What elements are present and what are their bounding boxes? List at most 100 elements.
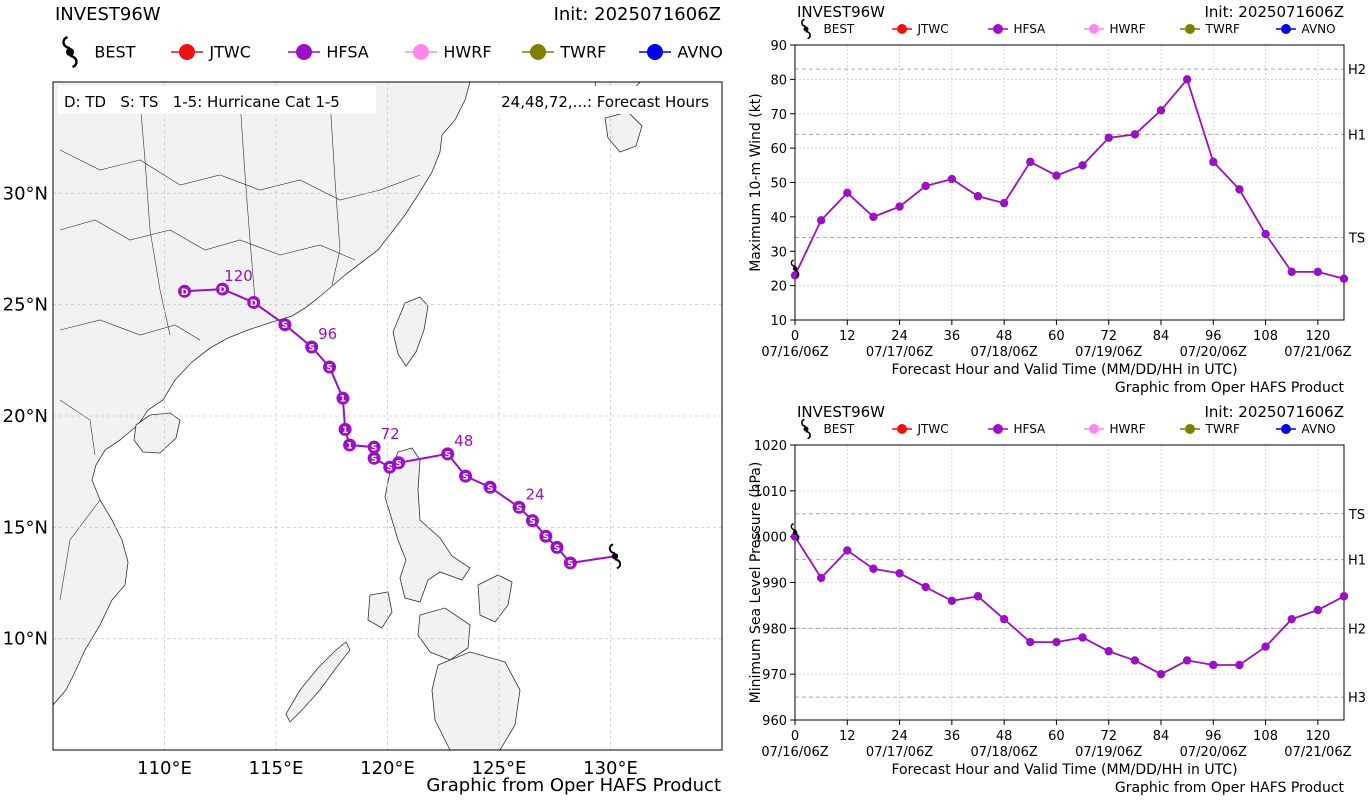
pressure-chart-legend-label-1: JTWC	[917, 422, 949, 436]
wind-chart-legend-swatch-marker-4	[1185, 24, 1195, 34]
wind-chart-legend-label-4: TWRF	[1205, 22, 1241, 36]
track-point-label-13: 1	[342, 426, 348, 436]
border-line-5	[239, 99, 256, 301]
pressure-chart-xtick-label-0: 0	[791, 729, 799, 744]
forecast-hour-label-19: 120	[224, 267, 253, 285]
map-legend-best-icon-eye	[66, 48, 74, 56]
wind-chart-hfsa-point-21	[1339, 274, 1349, 283]
wind-chart-xtick-label-10: 120	[1305, 329, 1330, 344]
pressure-chart-xtick-label-4: 48	[996, 729, 1013, 744]
pressure-chart-legend-label-2: HFSA	[1014, 422, 1047, 436]
pressure-chart-ytick-label-2: 980	[762, 622, 787, 637]
wind-chart-ytick-label-1: 20	[770, 280, 787, 295]
wind-chart-best-marker-arm-top	[790, 259, 796, 268]
wind-chart-xtick-label-5: 60	[1048, 329, 1065, 344]
pressure-chart-hfsa-point-9	[1026, 637, 1035, 647]
pressure-chart-hfsa-point-14	[1156, 669, 1166, 679]
land-taiwan	[392, 296, 429, 367]
pressure-chart-threshold-label-1: H1	[1348, 554, 1366, 569]
wind-chart-hfsa-point-13	[1130, 130, 1140, 139]
pressure-chart-xtick-label-5: 60	[1048, 729, 1065, 744]
hfsa-track-line	[184, 288, 616, 565]
wind-chart-hfsa-point-16	[1209, 157, 1218, 167]
pressure-chart-legend: BEST JTWC HFSA HWRF TWRF AVNO	[801, 418, 1336, 440]
province-borders	[59, 99, 421, 601]
wind-chart-hfsa-point-17	[1235, 185, 1244, 194]
pressure-chart-threshold-label-3: H3	[1348, 691, 1366, 706]
wind-chart-threshold-label-1: H1	[1348, 128, 1366, 143]
track-point-label-4: S	[516, 504, 522, 514]
track-point-label-20: D	[181, 288, 188, 298]
track-point-label-6: S	[462, 473, 468, 483]
wind-chart-hfsa-point-10	[1052, 171, 1061, 180]
wind-chart-ytick-label-3: 40	[770, 211, 787, 226]
wind-chart-ytick-label-0: 10	[770, 314, 787, 329]
pressure-chart-legend-swatch-marker-1	[897, 424, 907, 434]
wind-chart-legend-label-1: JTWC	[917, 22, 949, 36]
pressure-chart-xtick-label-6: 72	[1100, 729, 1117, 744]
track-point-1	[550, 540, 564, 554]
wind-chart-panel: INVEST96W Init: 2025071606Z BEST JTWC HFSA HW…	[748, 3, 1366, 396]
map-legend-swatch-marker-5	[647, 44, 663, 60]
land-samar	[477, 574, 513, 623]
wind-chart-best-marker-arm-bottom	[794, 269, 800, 278]
wind-chart-threshold-label-0: TS	[1348, 232, 1365, 247]
border-line-7	[59, 399, 96, 456]
wind-chart-ytick-label-4: 50	[770, 177, 787, 192]
track-point-label-3: S	[529, 517, 535, 527]
wind-chart-hfsa-point-9	[1026, 157, 1035, 167]
wind-chart-ytick-label-2: 30	[770, 245, 787, 260]
wind-chart-date-label-5: 07/21/06Z	[1284, 345, 1351, 360]
track-point-10	[367, 451, 381, 465]
pressure-chart-frame	[794, 444, 1345, 721]
pressure-chart-hfsa-point-10	[1052, 637, 1061, 647]
wind-chart-hfsa-point-2	[843, 188, 852, 198]
track-point-label-2: S	[543, 533, 549, 543]
wind-chart-xtick-label-1: 12	[839, 329, 856, 344]
map-legend-swatch-marker-3	[413, 44, 429, 60]
best-track-storm-icon	[608, 543, 622, 570]
track-point-20	[178, 284, 192, 298]
best-track-storm-icon-arm-top	[608, 543, 616, 555]
wind-chart-credit: Graphic from Oper HAFS Product	[1115, 380, 1345, 396]
pressure-chart-threshold-label-0: TS	[1348, 508, 1365, 523]
pressure-chart-best-marker	[790, 523, 800, 542]
pressure-chart-xtick-label-10: 120	[1305, 729, 1330, 744]
track-point-label-1: S	[554, 544, 560, 554]
pressure-chart-best-marker-arm-top	[790, 523, 796, 531]
track-point-9	[383, 460, 397, 474]
pressure-chart-init-time: Init: 2025071606Z	[1204, 403, 1344, 421]
pressure-chart-xtick-label-3: 36	[944, 729, 961, 744]
wind-chart-xtick-label-9: 108	[1253, 329, 1278, 344]
pressure-chart-credit: Graphic from Oper HAFS Product	[1115, 780, 1345, 796]
wind-chart-hfsa-point-8	[999, 198, 1009, 208]
wind-chart-legend-swatch-marker-3	[1089, 24, 1099, 34]
forecast-hour-label-4: 24	[526, 485, 545, 503]
wind-chart-hfsa-point-1	[816, 216, 826, 225]
map-legend-label-4: TWRF	[559, 43, 606, 62]
wind-chart-legend-best-icon	[801, 18, 811, 40]
map-title: INVEST96W	[55, 4, 161, 25]
pressure-chart-legend-swatch-marker-2	[993, 424, 1003, 434]
pressure-chart-legend-label-5: AVNO	[1302, 422, 1336, 436]
pressure-chart-legend-best-icon	[801, 418, 811, 440]
pressure-chart-xtick-label-7: 84	[1153, 729, 1170, 744]
lon-tick-label-4: 130°E	[583, 758, 638, 779]
wind-chart-ytick-label-6: 70	[770, 108, 787, 123]
border-line-2	[59, 219, 356, 261]
wind-chart-hfsa-point-4	[895, 202, 904, 211]
lat-tick-label-2: 20°N	[3, 406, 48, 427]
pressure-chart-hfsa-line	[794, 536, 1345, 676]
wind-chart-xtick-label-2: 24	[891, 329, 908, 344]
track-point-17	[278, 318, 292, 332]
border-line-6	[329, 99, 341, 286]
land-visayas	[417, 607, 471, 661]
wind-chart-xtick-label-3: 36	[944, 329, 961, 344]
track-point-label-14: 1	[340, 395, 346, 405]
land-hainan	[133, 412, 181, 454]
border-line-1	[59, 149, 421, 201]
wind-chart-hfsa-point-7	[973, 192, 983, 201]
pressure-chart-hfsa-point-11	[1078, 633, 1087, 642]
wind-chart-xtick-label-4: 48	[996, 329, 1013, 344]
